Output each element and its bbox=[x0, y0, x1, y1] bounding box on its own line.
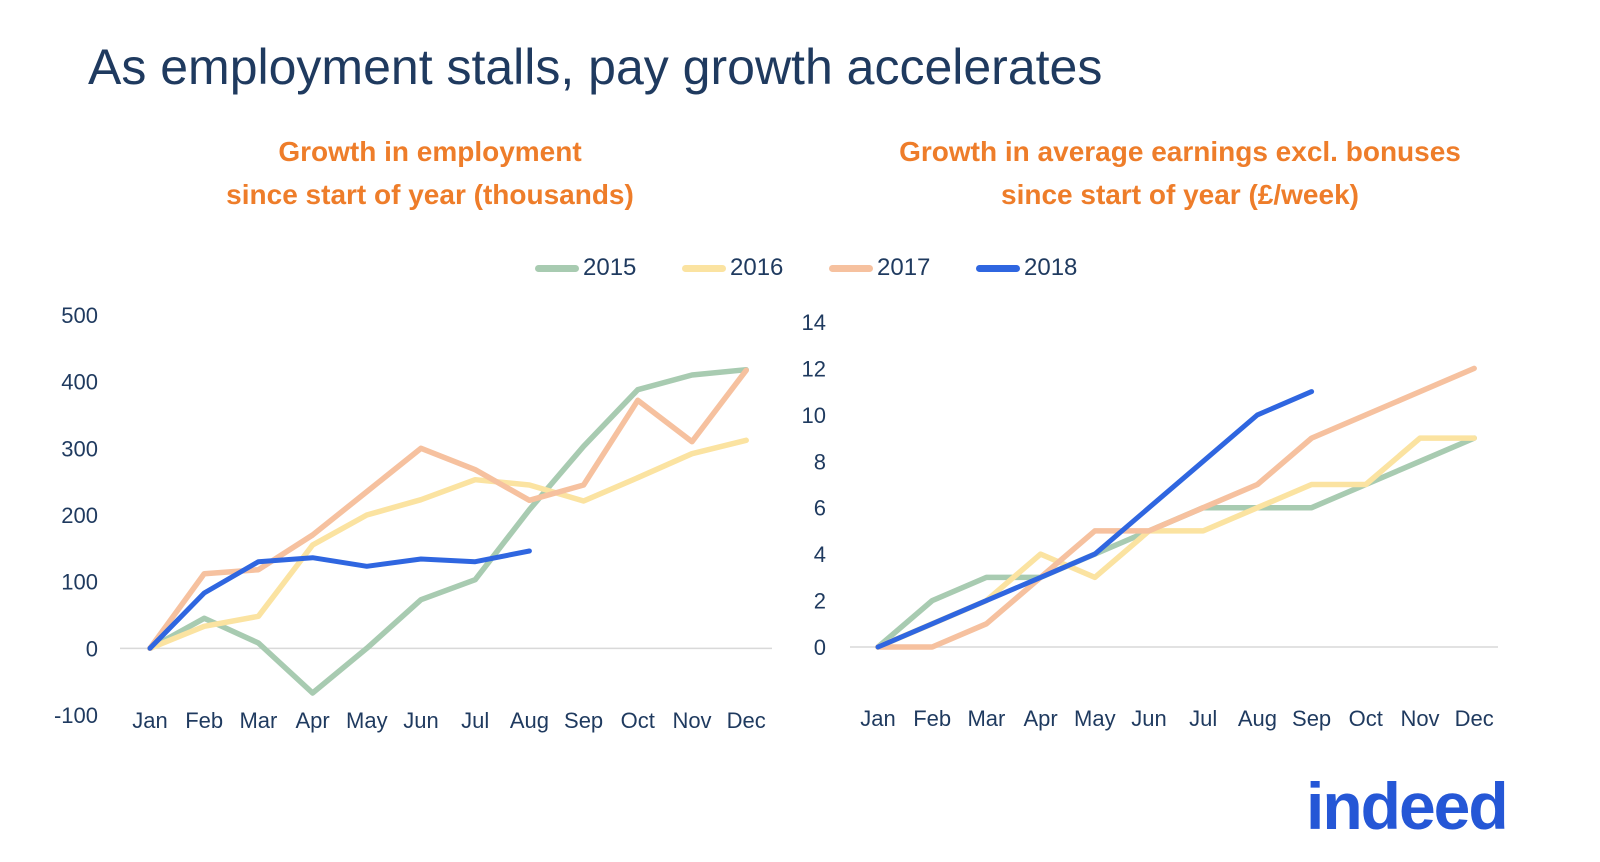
legend-item-2017: 2017 bbox=[829, 250, 930, 286]
earnings-series-2017-line bbox=[875, 365, 1477, 650]
employment-series-2018-line bbox=[147, 548, 532, 651]
earnings-x-tick-label: Jun bbox=[1131, 706, 1166, 731]
employment-chart-title: Growth in employment since start of year… bbox=[120, 130, 740, 216]
employment-x-tick-label: Oct bbox=[621, 708, 655, 733]
legend-swatch-2017 bbox=[829, 264, 873, 272]
earnings-y-tick-label: 12 bbox=[802, 356, 826, 381]
employment-x-tick-label: Nov bbox=[672, 708, 711, 733]
employment-y-tick-label: 500 bbox=[61, 303, 98, 328]
employment-y-tick-label: -100 bbox=[54, 703, 98, 728]
earnings-x-tick-label: Oct bbox=[1349, 706, 1383, 731]
earnings-y-tick-label: 14 bbox=[802, 310, 826, 335]
earnings-x-tick-label: Jan bbox=[860, 706, 895, 731]
employment-x-tick-label: May bbox=[346, 708, 388, 733]
legend-swatch-2016 bbox=[682, 264, 726, 272]
employment-chart-title-line1: Growth in employment bbox=[278, 136, 582, 167]
employment-y-tick-label: 400 bbox=[61, 370, 98, 395]
employment-chart-title-line2: since start of year (thousands) bbox=[226, 179, 634, 210]
chart-legend: 2015 2016 2017 2018 bbox=[0, 250, 1600, 290]
legend-label-2018: 2018 bbox=[1024, 254, 1078, 281]
earnings-y-tick-label: 10 bbox=[802, 403, 826, 428]
legend-label-2017: 2017 bbox=[877, 254, 931, 281]
earnings-y-tick-label: 0 bbox=[814, 635, 826, 660]
employment-x-tick-label: Aug bbox=[510, 708, 549, 733]
employment-x-tick-label: Mar bbox=[239, 708, 277, 733]
earnings-x-tick-label: Jul bbox=[1189, 706, 1217, 731]
earnings-x-tick-label: Aug bbox=[1238, 706, 1277, 731]
earnings-chart-title: Growth in average earnings excl. bonuses… bbox=[840, 130, 1520, 216]
earnings-x-tick-label: Sep bbox=[1292, 706, 1331, 731]
earnings-y-tick-label: 2 bbox=[814, 589, 826, 614]
employment-y-tick-label: 300 bbox=[61, 436, 98, 461]
earnings-series-2018-line bbox=[875, 389, 1315, 650]
employment-y-tick-label: 200 bbox=[61, 503, 98, 528]
legend-item-2018: 2018 bbox=[976, 250, 1077, 286]
earnings-x-tick-label: May bbox=[1074, 706, 1116, 731]
employment-growth-chart: -100 0 100 200 300 400 500 Jan Feb Mar Apr May Jun Ju… bbox=[54, 303, 772, 733]
earnings-x-tick-label: Apr bbox=[1023, 706, 1057, 731]
employment-x-tick-label: Jul bbox=[461, 708, 489, 733]
earnings-y-tick-label: 8 bbox=[814, 449, 826, 474]
legend-item-2016: 2016 bbox=[682, 250, 783, 286]
earnings-x-tick-label: Feb bbox=[913, 706, 951, 731]
earnings-x-tick-label: Mar bbox=[967, 706, 1005, 731]
employment-x-tick-label: Jun bbox=[403, 708, 438, 733]
employment-x-tick-label: Jan bbox=[132, 708, 167, 733]
legend-label-2016: 2016 bbox=[730, 254, 784, 281]
earnings-x-tick-label: Nov bbox=[1400, 706, 1439, 731]
legend-swatch-2015 bbox=[535, 264, 579, 272]
earnings-chart-title-line2: since start of year (£/week) bbox=[1001, 179, 1359, 210]
employment-x-tick-label: Dec bbox=[727, 708, 766, 733]
employment-x-tick-label: Feb bbox=[185, 708, 223, 733]
legend-label-2015: 2015 bbox=[583, 254, 637, 281]
earnings-y-tick-label: 4 bbox=[814, 542, 826, 567]
employment-series-2017-line bbox=[147, 367, 749, 652]
page-title: As employment stalls, pay growth acceler… bbox=[88, 39, 1103, 95]
earnings-y-tick-label: 6 bbox=[814, 496, 826, 521]
employment-y-tick-label: 0 bbox=[86, 636, 98, 661]
legend-swatch-2018 bbox=[976, 264, 1020, 272]
employment-y-tick-label: 100 bbox=[61, 570, 98, 595]
employment-x-tick-label: Sep bbox=[564, 708, 603, 733]
indeed-logo: indeed bbox=[1306, 769, 1509, 843]
legend-item-2015: 2015 bbox=[535, 250, 636, 286]
earnings-x-tick-label: Dec bbox=[1455, 706, 1494, 731]
employment-series-2016-line bbox=[147, 437, 749, 652]
earnings-chart-title-line1: Growth in average earnings excl. bonuses bbox=[899, 136, 1461, 167]
employment-x-tick-label: Apr bbox=[295, 708, 329, 733]
employment-series-2015-line bbox=[147, 366, 749, 696]
earnings-series-2016-line bbox=[875, 435, 1477, 650]
